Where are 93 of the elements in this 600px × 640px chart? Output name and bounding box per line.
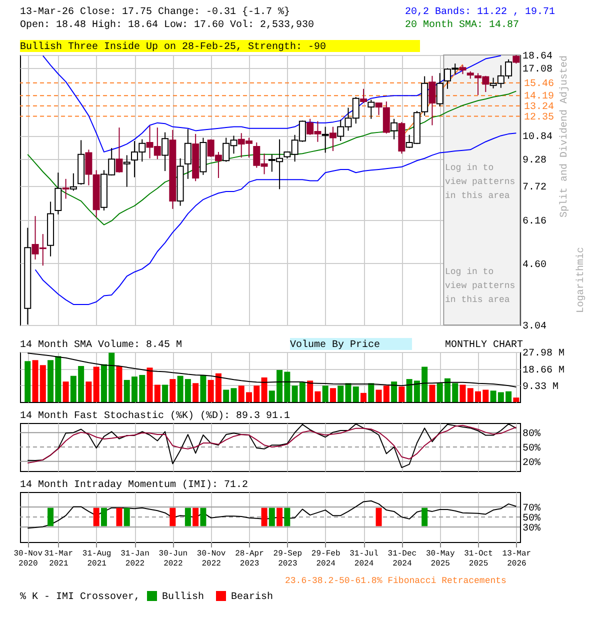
candlestick: [70, 172, 77, 192]
text: 23.6-38.2-50-61.8% Fibonacci Retracements: [285, 576, 506, 586]
bar: [62, 382, 69, 402]
legend-label: Bearish: [231, 591, 274, 603]
candlestick: [360, 88, 368, 104]
chart-title: 14 Month SMA Volume: 8.45 M: [20, 339, 182, 351]
y-tick-label: 3.04: [522, 322, 547, 332]
x-tick-label: 31-Oct 2025: [464, 550, 493, 568]
y-tick-label: 6.16: [522, 216, 547, 228]
line-series: [42, 55, 502, 152]
y-tick-label: 30%: [522, 524, 541, 534]
bar: [261, 377, 268, 402]
y-tick-label: 7.72: [522, 182, 547, 194]
x-tick-label: 30-Nov 2022: [196, 550, 226, 568]
x-tick-label: 31-Mar 2021: [44, 550, 74, 568]
y-tick-label: 17.08: [522, 64, 553, 76]
y-tick-label: 27.98 M: [522, 348, 565, 360]
candlestick: [162, 132, 169, 172]
candlestick: [428, 75, 436, 126]
line-series: [34, 132, 517, 305]
chart-title: 13-Mar-26 Close: 17.75 Change: -0.31 {-1.7 %}: [20, 6, 290, 18]
bar: [391, 382, 398, 402]
y-tick-label: 4.60: [522, 260, 547, 271]
candlestick: [390, 118, 398, 140]
x-tick-label: 30-Jun 2022: [158, 550, 188, 568]
candlestick: [329, 126, 336, 152]
y-tick-label: 9.28: [522, 155, 547, 166]
x-tick-label: 30-May 2025: [426, 550, 455, 568]
bar: [368, 383, 374, 402]
y-axis-title: Split and Dividend Adjusted: [558, 56, 571, 218]
y-tick-label: 10.84: [522, 132, 553, 144]
chart-title: 14 Month Intraday Momentum (IMI): 71.2: [20, 479, 248, 491]
candlestick: [116, 127, 123, 174]
legend-label: Bullish: [162, 591, 204, 603]
text: MONTHLY CHART: [445, 340, 524, 351]
bar: [200, 374, 206, 402]
text: Bullish Three Inside Up on 28-Feb-25, Strength: -90: [20, 41, 326, 53]
ref-line-label: 15.46: [524, 78, 554, 90]
bar: [192, 383, 199, 402]
text: 20 Month SMA: 14.87: [405, 19, 520, 31]
candlestick: [54, 172, 62, 215]
candlestick: [368, 99, 375, 120]
x-tick-label: 28-Apr 2023: [235, 550, 264, 568]
annotation: Log in to view patterns in this area: [445, 267, 516, 305]
y-tick-label: 18.66 M: [522, 365, 565, 376]
x-tick-label: 13-Mar 2026: [502, 550, 532, 568]
chart-subtitle: Open: 18.48 High: 18.64 Low: 17.60 Vol: 2,533,930: [20, 19, 314, 31]
x-tick-label: 31-Dec 2024: [388, 550, 417, 568]
candlestick: [184, 128, 192, 180]
candlestick: [322, 126, 329, 154]
bar: [513, 398, 520, 402]
x-tick-label: 31-Jul 2024: [350, 550, 379, 568]
x-tick-label: 29-Sep 2023: [273, 550, 302, 568]
bar: [93, 366, 100, 402]
annotation: Log in to view patterns in this area: [445, 163, 516, 201]
candlestick: [62, 178, 70, 200]
y-tick-label: 20%: [522, 458, 541, 469]
bar: [170, 379, 176, 402]
bar: [330, 388, 336, 402]
line-series: [27, 90, 517, 226]
x-tick-label: 30-Nov 2020: [14, 550, 43, 568]
x-tick-label: 31-Aug 2021: [82, 550, 112, 568]
y-tick-label: 70%: [522, 504, 541, 514]
bar: [86, 382, 92, 402]
candlestick: [85, 149, 92, 186]
text: Volume By Price: [290, 339, 380, 351]
text: Logarithmic: [575, 246, 587, 314]
bar: [162, 384, 168, 402]
bar: [398, 386, 405, 402]
bar: [24, 361, 31, 402]
y-tick-label: 9.33 M: [522, 382, 559, 393]
bar: [360, 392, 367, 402]
x-tick-label: 29-Feb 2024: [311, 550, 340, 568]
x-tick-label: 31-Jan 2022: [120, 550, 150, 568]
line-series: [27, 352, 517, 388]
bar: [116, 366, 122, 402]
candlestick: [123, 154, 130, 188]
y-tick-label: 50%: [522, 444, 541, 454]
bar: [429, 384, 436, 402]
chart-title: 14 Month Fast Stochastic (%K) (%D): 89.3 91.1: [20, 410, 290, 422]
ref-line-label: 14.19: [524, 92, 554, 103]
bar: [322, 386, 328, 402]
line-series: [27, 500, 517, 529]
bar: [352, 386, 359, 402]
y-tick-label: 18.64: [522, 52, 553, 62]
y-tick-label: 50%: [522, 514, 541, 524]
bar: [460, 384, 466, 402]
text: 20,2 Bands: 11.22 , 19.71: [405, 6, 556, 18]
ref-line-label: 12.35: [524, 112, 554, 124]
candlestick: [436, 72, 444, 107]
y-tick-label: 80%: [522, 429, 541, 440]
legend-title: % K - IMI Crossover,: [20, 592, 140, 603]
ref-line-label: 13.24: [524, 102, 554, 113]
